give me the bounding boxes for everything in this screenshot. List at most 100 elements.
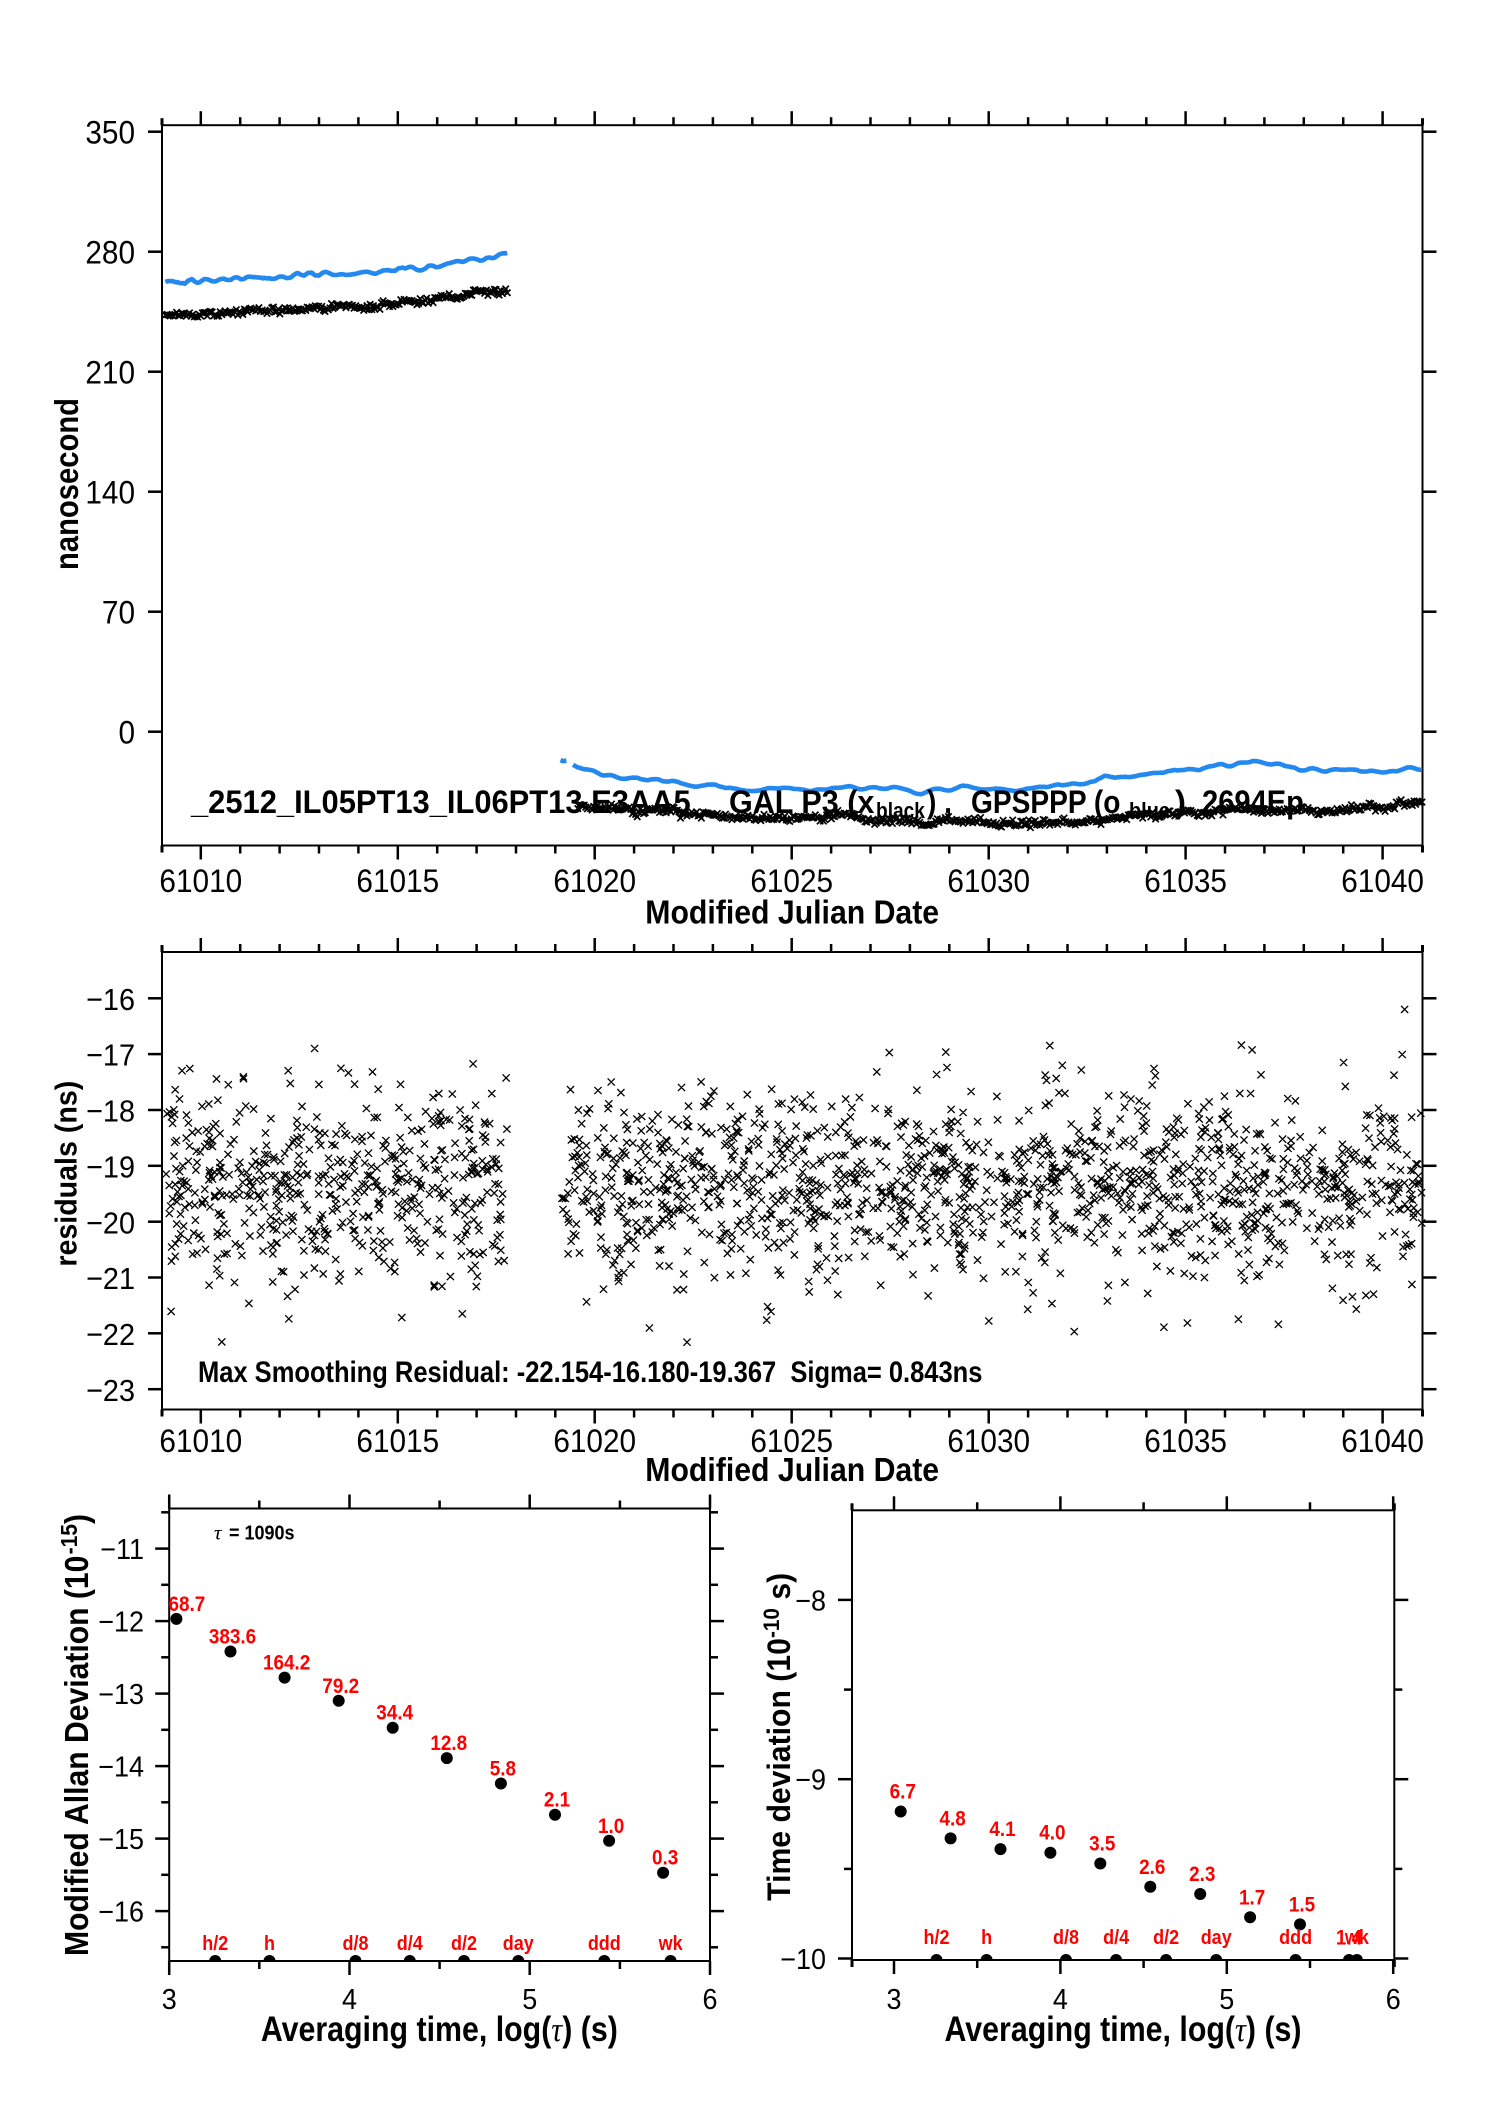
svg-text:τ: τ <box>551 2011 563 2049</box>
svg-text:) (s): ) (s) <box>562 2009 618 2049</box>
svg-text:4: 4 <box>1053 1983 1068 2015</box>
svg-text:) ,: ) , <box>927 785 952 820</box>
svg-text:_2512_IL05PT13_IL06PT13 E3AA5: _2512_IL05PT13_IL06PT13 E3AA5 <box>190 785 691 821</box>
svg-text:0.3: 0.3 <box>652 1847 678 1870</box>
svg-text:d/2: d/2 <box>451 1933 477 1955</box>
svg-text:61025: 61025 <box>750 863 833 899</box>
svg-text:350: 350 <box>85 115 135 151</box>
svg-text:τ: τ <box>214 1521 223 1545</box>
svg-text:−8: −8 <box>795 1585 826 1617</box>
svg-text:5: 5 <box>1219 1983 1234 2015</box>
svg-text:d/4: d/4 <box>1103 1927 1129 1949</box>
svg-text:d/8: d/8 <box>1053 1927 1079 1949</box>
svg-text:-10: -10 <box>759 1608 784 1638</box>
svg-text:Max Smoothing Residual: -22.15: Max Smoothing Residual: -22.154-16.180-1… <box>198 1355 982 1388</box>
svg-text:61040: 61040 <box>1341 863 1424 899</box>
svg-text:2.3: 2.3 <box>1189 1863 1215 1886</box>
svg-text:−12: −12 <box>98 1606 144 1638</box>
svg-text:3.5: 3.5 <box>1089 1833 1115 1856</box>
svg-text:wk: wk <box>658 1933 683 1955</box>
svg-text:1.0: 1.0 <box>598 1815 624 1838</box>
svg-text:61015: 61015 <box>356 863 439 899</box>
svg-text:= 1090s: = 1090s <box>224 1523 295 1545</box>
svg-text:4.8: 4.8 <box>939 1808 965 1831</box>
svg-text:d/4: d/4 <box>397 1933 423 1955</box>
svg-text:τ: τ <box>1235 2011 1247 2049</box>
svg-text:5.8: 5.8 <box>490 1758 516 1781</box>
svg-text:4: 4 <box>342 1983 357 2015</box>
svg-text:−10: −10 <box>780 1943 826 1975</box>
svg-text:61020: 61020 <box>553 863 636 899</box>
svg-text:6: 6 <box>1386 1983 1401 2015</box>
svg-text:ddd: ddd <box>1279 1927 1312 1949</box>
svg-text:Modified Julian Date: Modified Julian Date <box>645 1451 939 1489</box>
svg-text:wk: wk <box>1344 1927 1369 1949</box>
svg-text:nanosecond: nanosecond <box>48 398 85 570</box>
svg-text:−22: −22 <box>86 1318 135 1352</box>
svg-text:Modified Allan Deviation (10: Modified Allan Deviation (10 <box>58 1556 96 1956</box>
svg-text:61030: 61030 <box>947 863 1030 899</box>
svg-text:61035: 61035 <box>1144 863 1227 899</box>
svg-text:black: black <box>876 799 925 824</box>
svg-text:Time deviation (10: Time deviation (10 <box>761 1638 797 1901</box>
svg-text:day: day <box>1201 1927 1232 1949</box>
svg-text:GAL P3 (x: GAL P3 (x <box>729 784 875 820</box>
svg-text:−21: −21 <box>86 1262 135 1296</box>
svg-text:d/2: d/2 <box>1153 1927 1179 1949</box>
svg-text:61035: 61035 <box>1144 1423 1227 1459</box>
svg-text:h: h <box>264 1933 275 1955</box>
svg-text:residuals (ns): residuals (ns) <box>49 1081 83 1267</box>
svg-text:Averaging time, log(: Averaging time, log( <box>261 2009 552 2049</box>
svg-text:61010: 61010 <box>159 1423 242 1459</box>
svg-text:164.2: 164.2 <box>263 1652 310 1675</box>
svg-text:): ) <box>58 1514 96 1524</box>
svg-text:140: 140 <box>85 475 135 511</box>
svg-text:GPSPPP (o: GPSPPP (o <box>971 785 1120 820</box>
svg-text:1.5: 1.5 <box>1289 1894 1315 1917</box>
svg-text:4.1: 4.1 <box>989 1818 1015 1841</box>
svg-text:−23: −23 <box>86 1374 135 1408</box>
svg-text:383.6: 383.6 <box>209 1626 256 1649</box>
svg-text:4.0: 4.0 <box>1039 1822 1065 1845</box>
svg-text:2.6: 2.6 <box>1139 1856 1165 1879</box>
svg-text:−18: −18 <box>86 1095 135 1129</box>
svg-text:61010: 61010 <box>159 863 242 899</box>
svg-text:12.8: 12.8 <box>430 1732 467 1755</box>
svg-text:61030: 61030 <box>947 1423 1030 1459</box>
svg-text:h: h <box>981 1927 992 1949</box>
svg-text:61025: 61025 <box>750 1423 833 1459</box>
svg-text:−13: −13 <box>98 1678 144 1710</box>
svg-text:0: 0 <box>118 715 135 751</box>
svg-text:d/8: d/8 <box>342 1933 368 1955</box>
svg-text:3: 3 <box>886 1983 901 2015</box>
svg-text:blue: blue <box>1129 799 1170 823</box>
svg-text:6.7: 6.7 <box>890 1781 916 1804</box>
svg-text:79.2: 79.2 <box>322 1675 359 1698</box>
svg-text:day: day <box>503 1933 534 1955</box>
svg-text:2694Ep: 2694Ep <box>1202 785 1304 821</box>
svg-text:−16: −16 <box>86 983 135 1017</box>
svg-text:−14: −14 <box>98 1751 144 1783</box>
svg-text:34.4: 34.4 <box>376 1702 413 1725</box>
svg-text:1.4: 1.4 <box>1336 1927 1362 1950</box>
svg-text:61040: 61040 <box>1341 1423 1424 1459</box>
svg-text:ddd: ddd <box>588 1933 621 1955</box>
svg-text:) (s): ) (s) <box>1246 2009 1302 2049</box>
svg-text:h/2: h/2 <box>923 1927 949 1949</box>
svg-text:3: 3 <box>162 1983 177 2015</box>
svg-text:Averaging time, log(: Averaging time, log( <box>945 2009 1236 2049</box>
svg-text:): ) <box>1175 784 1186 819</box>
svg-text:-15: -15 <box>56 1524 82 1554</box>
svg-text:2.1: 2.1 <box>544 1789 570 1812</box>
svg-text:−11: −11 <box>100 1533 144 1565</box>
svg-text:−17: −17 <box>86 1039 135 1073</box>
svg-text:Modified Julian Date: Modified Julian Date <box>645 893 939 931</box>
svg-text:210: 210 <box>85 355 135 391</box>
svg-text:61020: 61020 <box>553 1423 636 1459</box>
svg-text:61015: 61015 <box>356 1423 439 1459</box>
svg-text:s): s) <box>761 1573 797 1608</box>
svg-text:−20: −20 <box>86 1206 135 1240</box>
svg-text:1.7: 1.7 <box>1239 1886 1265 1909</box>
svg-text:5: 5 <box>522 1983 537 2015</box>
svg-text:280: 280 <box>85 235 135 271</box>
